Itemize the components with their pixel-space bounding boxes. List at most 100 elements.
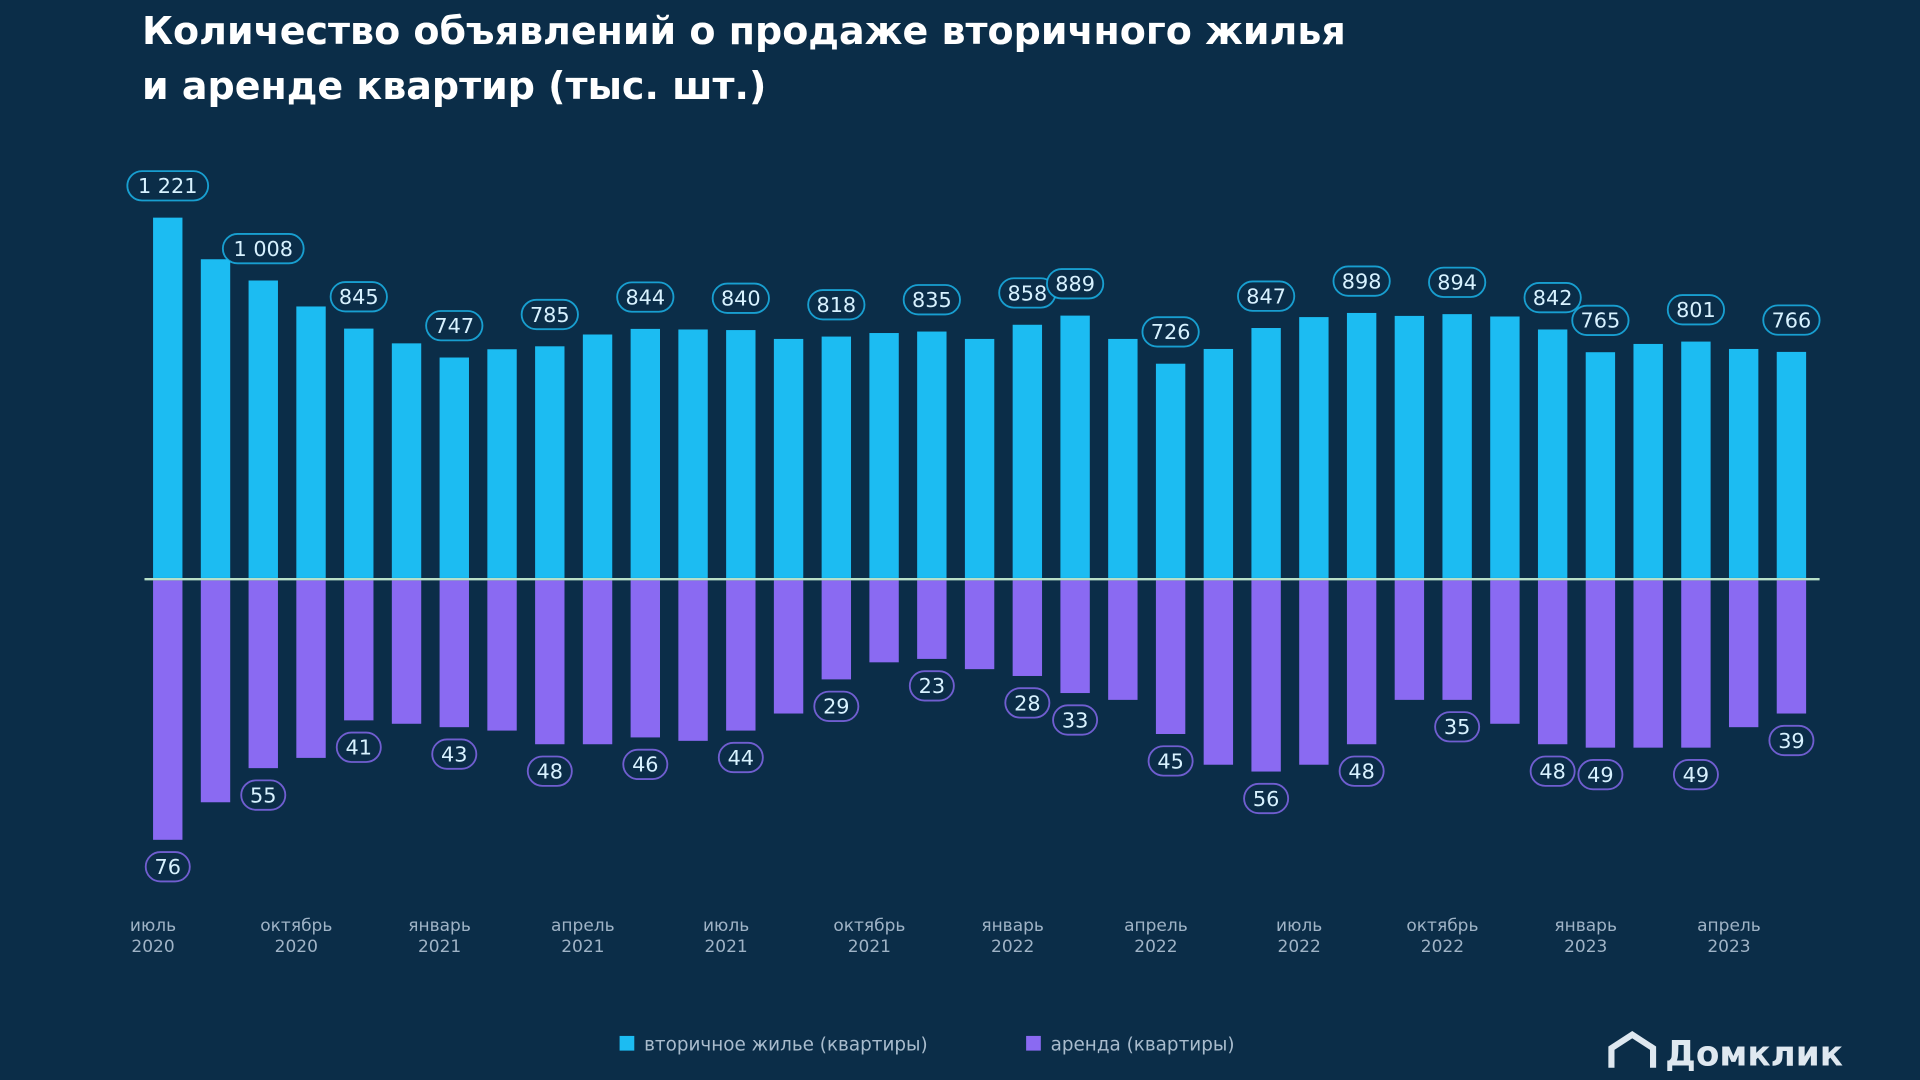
value-label: 48 — [1539, 760, 1565, 784]
value-label: 765 — [1581, 309, 1621, 333]
value-label-box — [240, 779, 287, 811]
bar — [1108, 338, 1138, 578]
bar — [869, 580, 899, 663]
bar — [1203, 580, 1234, 765]
value-label: 1 008 — [233, 237, 293, 261]
bar — [630, 328, 660, 578]
value-label: 49 — [1683, 763, 1709, 787]
value-label: 49 — [1587, 763, 1613, 787]
value-label-box — [1768, 724, 1815, 757]
bar — [1728, 580, 1759, 728]
x-tick-label: январь 2023 — [1554, 915, 1617, 958]
value-label: 766 — [1772, 308, 1812, 332]
bar — [487, 580, 517, 731]
legend-swatch — [1026, 1035, 1041, 1051]
bar — [726, 330, 756, 578]
value-label-box — [1338, 755, 1385, 787]
bar — [1155, 580, 1186, 735]
value-label: 835 — [912, 288, 952, 312]
bar — [1537, 580, 1568, 745]
value-label-box — [1666, 294, 1725, 326]
bar — [1108, 580, 1138, 700]
value-label: 44 — [728, 746, 754, 770]
bar — [773, 580, 804, 714]
value-label-box — [902, 284, 961, 316]
bar — [1299, 317, 1329, 578]
bar — [391, 580, 422, 724]
value-label-box — [1237, 280, 1296, 312]
bar — [582, 334, 613, 578]
bar — [1203, 348, 1234, 578]
bar — [630, 580, 660, 738]
x-tick-label: октябрь 2022 — [1406, 915, 1479, 958]
x-tick-label: апрель 2021 — [551, 915, 615, 958]
bar — [1060, 580, 1090, 694]
bar — [1394, 315, 1425, 578]
bar — [1012, 580, 1043, 676]
bar — [1251, 580, 1281, 772]
value-label-box — [1052, 704, 1099, 736]
x-tick-label: апрель 2023 — [1697, 915, 1761, 958]
legend-label: вторичное жилье (квартиры) — [644, 1035, 928, 1056]
value-label-box — [1672, 758, 1719, 791]
value-label-box — [807, 289, 866, 321]
x-tick-label: октябрь 2021 — [833, 915, 906, 958]
bar — [678, 580, 708, 741]
value-label: 55 — [250, 783, 276, 807]
bar — [1012, 324, 1043, 578]
bar — [869, 333, 899, 578]
value-label: 858 — [1007, 281, 1047, 305]
value-label-box — [526, 755, 573, 787]
bar — [1681, 580, 1711, 748]
value-label: 889 — [1055, 272, 1095, 296]
value-label-box — [1571, 304, 1630, 336]
bar — [1251, 328, 1281, 578]
value-label: 76 — [155, 855, 181, 879]
brand-logo: Домклик — [1608, 1031, 1843, 1074]
bar — [917, 580, 947, 659]
value-label-box — [813, 690, 860, 722]
value-label-box — [144, 851, 191, 883]
bar — [1537, 329, 1568, 578]
value-label: 28 — [1014, 691, 1040, 715]
bar — [964, 338, 995, 578]
legend-swatch — [619, 1035, 635, 1051]
bar — [726, 580, 756, 731]
bar — [200, 259, 231, 578]
bar — [1442, 314, 1472, 578]
bar — [1728, 348, 1759, 578]
bar — [1394, 580, 1425, 700]
x-tick-label: январь 2022 — [981, 915, 1044, 958]
value-label-box — [329, 281, 388, 313]
value-label-box — [717, 741, 764, 774]
value-label: 35 — [1444, 715, 1470, 739]
value-label: 894 — [1437, 271, 1477, 295]
x-tick-label: январь 2021 — [408, 915, 471, 958]
bar — [344, 328, 374, 578]
value-label-box — [425, 310, 484, 342]
bar — [487, 349, 517, 578]
value-label-box — [622, 748, 669, 780]
value-label: 842 — [1533, 286, 1573, 310]
bar — [344, 580, 374, 721]
value-label-box — [616, 281, 675, 313]
bar — [582, 580, 613, 745]
bar — [1490, 316, 1520, 578]
value-label: 33 — [1062, 708, 1088, 732]
x-tick-label: июль 2022 — [1276, 915, 1323, 958]
bar — [200, 580, 231, 803]
x-tick-label: июль 2021 — [702, 915, 750, 958]
value-label-box — [1529, 755, 1576, 787]
value-label-box — [711, 282, 770, 314]
bar — [153, 217, 183, 578]
value-label: 45 — [1157, 749, 1183, 773]
value-label: 56 — [1253, 787, 1279, 811]
chart-title: Количество объявлений о продаже вторично… — [142, 9, 1346, 109]
bar — [1633, 343, 1663, 578]
bar — [391, 343, 422, 578]
value-label: 801 — [1676, 298, 1716, 322]
value-label: 43 — [441, 742, 467, 766]
value-label-box — [335, 731, 382, 763]
value-label-box — [1428, 266, 1487, 298]
value-label: 46 — [632, 753, 658, 777]
